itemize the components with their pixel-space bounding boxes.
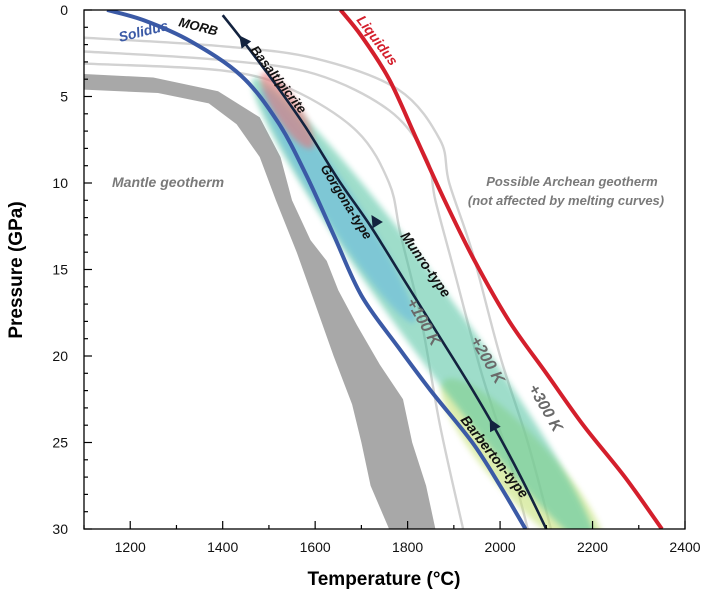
x-tick-label-2200: 2200 (577, 539, 608, 555)
archean-geotherm-label-line1: Possible Archean geotherm (486, 174, 658, 189)
gorgona-type-field (260, 88, 416, 323)
mantle-geotherm-band (84, 74, 436, 529)
archean-geotherm-line-3 (84, 62, 465, 529)
y-tick-label-30: 30 (52, 521, 68, 537)
x-axis-title: Temperature (°C) (308, 569, 461, 590)
path-arrow-2 (371, 215, 383, 229)
y-tick-label-20: 20 (52, 348, 68, 364)
x-tick-label-1400: 1400 (207, 539, 238, 555)
solidus-curve (106, 10, 528, 529)
x-tick-label-2000: 2000 (484, 539, 515, 555)
archean-geotherm-label-line2: (not affected by melting curves) (468, 193, 664, 208)
axis-ticks (83, 9, 686, 530)
path-arrow-1 (239, 35, 252, 49)
basalt-picrite-field (260, 71, 315, 149)
y-tick-label-15: 15 (52, 262, 68, 278)
x-tick-label-1200: 1200 (115, 539, 146, 555)
y-tick-label-10: 10 (52, 175, 68, 191)
plot-area (84, 10, 664, 529)
y-tick-label-25: 25 (52, 435, 68, 451)
morb-label: MORB (177, 14, 219, 38)
y-tick-label-0: 0 (60, 2, 68, 18)
x-tick-label-1600: 1600 (300, 539, 331, 555)
mantle-geotherm-label: Mantle geotherm (112, 174, 224, 190)
liquidus-curve (339, 10, 664, 529)
path-arrow-3 (489, 418, 501, 433)
x-tick-label-1800: 1800 (392, 539, 423, 555)
x-tick-label-2400: 2400 (669, 539, 700, 555)
y-axis-title: Pressure (GPa) (6, 201, 27, 338)
y-tick-label-5: 5 (60, 89, 68, 105)
